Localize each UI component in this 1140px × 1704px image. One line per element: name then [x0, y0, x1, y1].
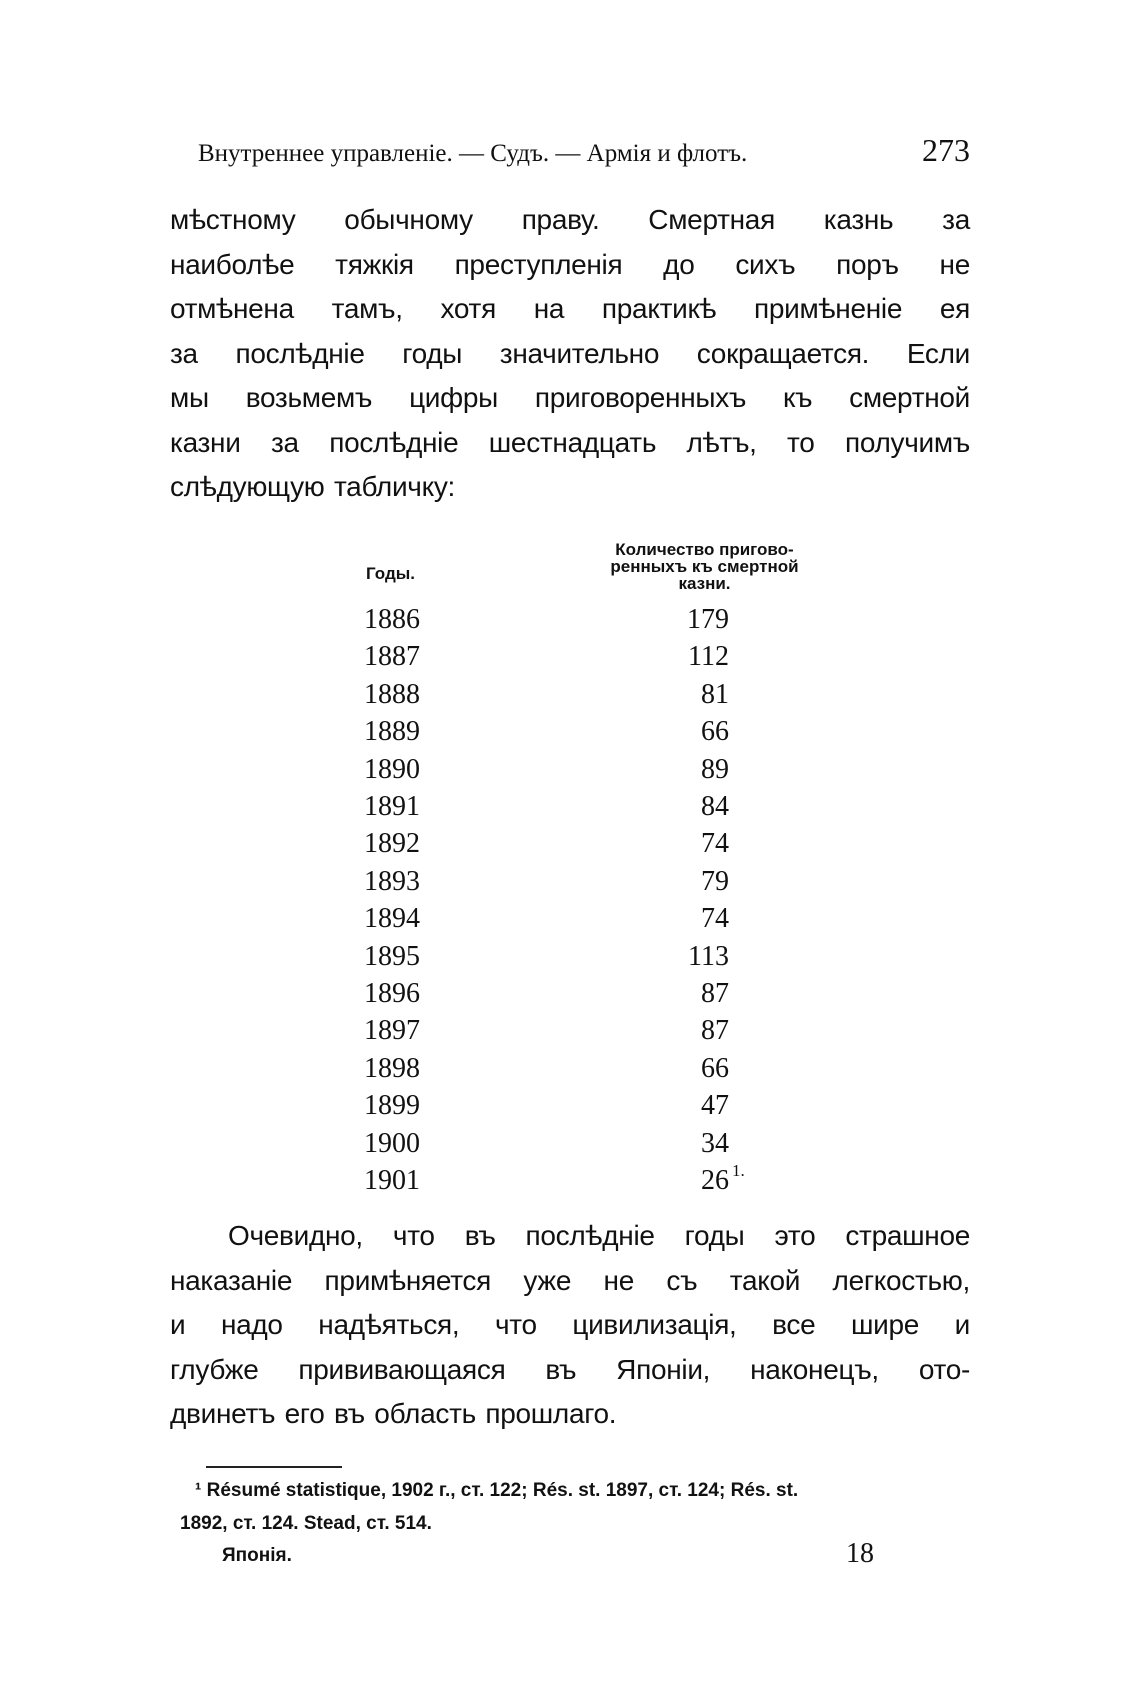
- text-line: казни за послѣдніе шестнадцать лѣтъ, то …: [170, 426, 970, 458]
- footnote-divider: [206, 1466, 342, 1468]
- count-cell: 84: [701, 791, 729, 822]
- count-cell: 34: [701, 1127, 729, 1159]
- table-row: 1892 74: [364, 828, 764, 865]
- text-line: мѣстному обычному праву. Смертная казнь …: [170, 204, 970, 235]
- table-row: 1889 66: [364, 716, 764, 753]
- header-line: казни.: [678, 574, 731, 593]
- year-cell: 1893: [364, 865, 420, 897]
- table-row: 1893 79: [364, 866, 764, 903]
- count-cell: 89: [701, 753, 729, 785]
- year-cell: 1888: [364, 678, 420, 710]
- year-cell: 1899: [364, 1090, 420, 1122]
- paragraph-2: Очевидно, что въ послѣдніе годы это стра…: [170, 1214, 970, 1437]
- year-cell: 1895: [364, 940, 420, 972]
- column-header-years: Годы.: [366, 564, 415, 583]
- table-row: 1887 112: [364, 641, 764, 678]
- count-cell: 74: [701, 828, 729, 860]
- count-cell: 66: [701, 716, 729, 748]
- count-cell: 87: [701, 978, 729, 1009]
- header-line: ренныхъ къ смертной: [610, 557, 799, 576]
- footnote-line: 1892, ст. 124. Stead, ст. 514.: [180, 1513, 432, 1534]
- text-line: мы возьмемъ цифры приговоренныхъ къ смер…: [170, 382, 970, 413]
- count-cell: 66: [701, 1052, 729, 1084]
- text-line: отмѣнена тамъ, хотя на практикѣ примѣнен…: [170, 293, 970, 324]
- year-cell: 1898: [364, 1052, 420, 1084]
- table-row: 1899 47: [364, 1090, 764, 1127]
- year-cell: 1891: [364, 791, 420, 822]
- year-cell: 1887: [364, 641, 420, 673]
- running-title: Внутреннее управленіе. — Судъ. — Армія и…: [198, 140, 748, 167]
- count-cell: 26: [701, 1165, 729, 1196]
- table-row: 1888 81: [364, 679, 764, 716]
- table-row: 1896 87: [364, 978, 764, 1015]
- table-row: 1895 113: [364, 941, 764, 978]
- sheet-number: 18: [846, 1538, 874, 1569]
- text-line: наказаніе примѣняется уже не съ такой ле…: [170, 1264, 970, 1296]
- table-row: 1901 26 1.: [364, 1161, 764, 1202]
- count-cell: 74: [701, 903, 729, 935]
- paragraph-1: мѣстному обычному праву. Смертная казнь …: [170, 198, 970, 510]
- text-line: глубже прививающаяся въ Японіи, наконецъ…: [170, 1353, 970, 1385]
- year-cell: 1901: [364, 1165, 420, 1196]
- year-cell: 1900: [364, 1127, 420, 1159]
- table-row: 1898 66: [364, 1053, 764, 1090]
- footnote-marker: 1.: [732, 1161, 745, 1180]
- count-cell: 179: [687, 604, 729, 635]
- text-line: наиболѣе тяжкія преступленія до сихъ пор…: [170, 248, 970, 280]
- text-line: слѣдующую табличку:: [170, 471, 456, 502]
- table-row: 1890 89: [364, 754, 764, 791]
- page-number: 273: [922, 132, 970, 168]
- count-cell: 112: [688, 641, 729, 673]
- table-row: 1900 34: [364, 1128, 764, 1165]
- count-cell: 79: [701, 865, 729, 897]
- text-line: Очевидно, что въ послѣдніе годы это стра…: [228, 1220, 970, 1251]
- running-header: Внутреннее управленіе. — Судъ. — Армія и…: [198, 132, 970, 169]
- year-cell: 1890: [364, 753, 420, 785]
- table-row: 1891 84: [364, 791, 764, 828]
- signature-label: Японія.: [222, 1545, 292, 1566]
- count-cell: 113: [688, 940, 729, 972]
- year-cell: 1894: [364, 903, 420, 935]
- count-cell: 81: [701, 678, 729, 710]
- header-line: Количество пригово-: [615, 540, 794, 559]
- text-line: за послѣдніе годы значительно сокращаетс…: [170, 337, 970, 369]
- count-cell: 87: [701, 1015, 729, 1047]
- count-cell: 47: [701, 1090, 729, 1122]
- column-header-count: Количество пригово- ренныхъ къ смертной …: [572, 541, 837, 592]
- year-cell: 1886: [364, 604, 420, 635]
- year-cell: 1889: [364, 716, 420, 748]
- footnote-line: ¹ Résumé statistique, 1902 г., ст. 122; …: [195, 1480, 799, 1501]
- table-row: 1894 74: [364, 903, 764, 940]
- table-row: 1886 179: [364, 604, 764, 641]
- year-cell: 1896: [364, 978, 420, 1009]
- text-line: двинетъ его въ область прошлаго.: [170, 1398, 617, 1429]
- year-cell: 1892: [364, 828, 420, 860]
- year-cell: 1897: [364, 1015, 420, 1047]
- text-line: и надо надѣяться, что цивилизація, все ш…: [170, 1309, 970, 1340]
- table-row: 1897 87: [364, 1015, 764, 1052]
